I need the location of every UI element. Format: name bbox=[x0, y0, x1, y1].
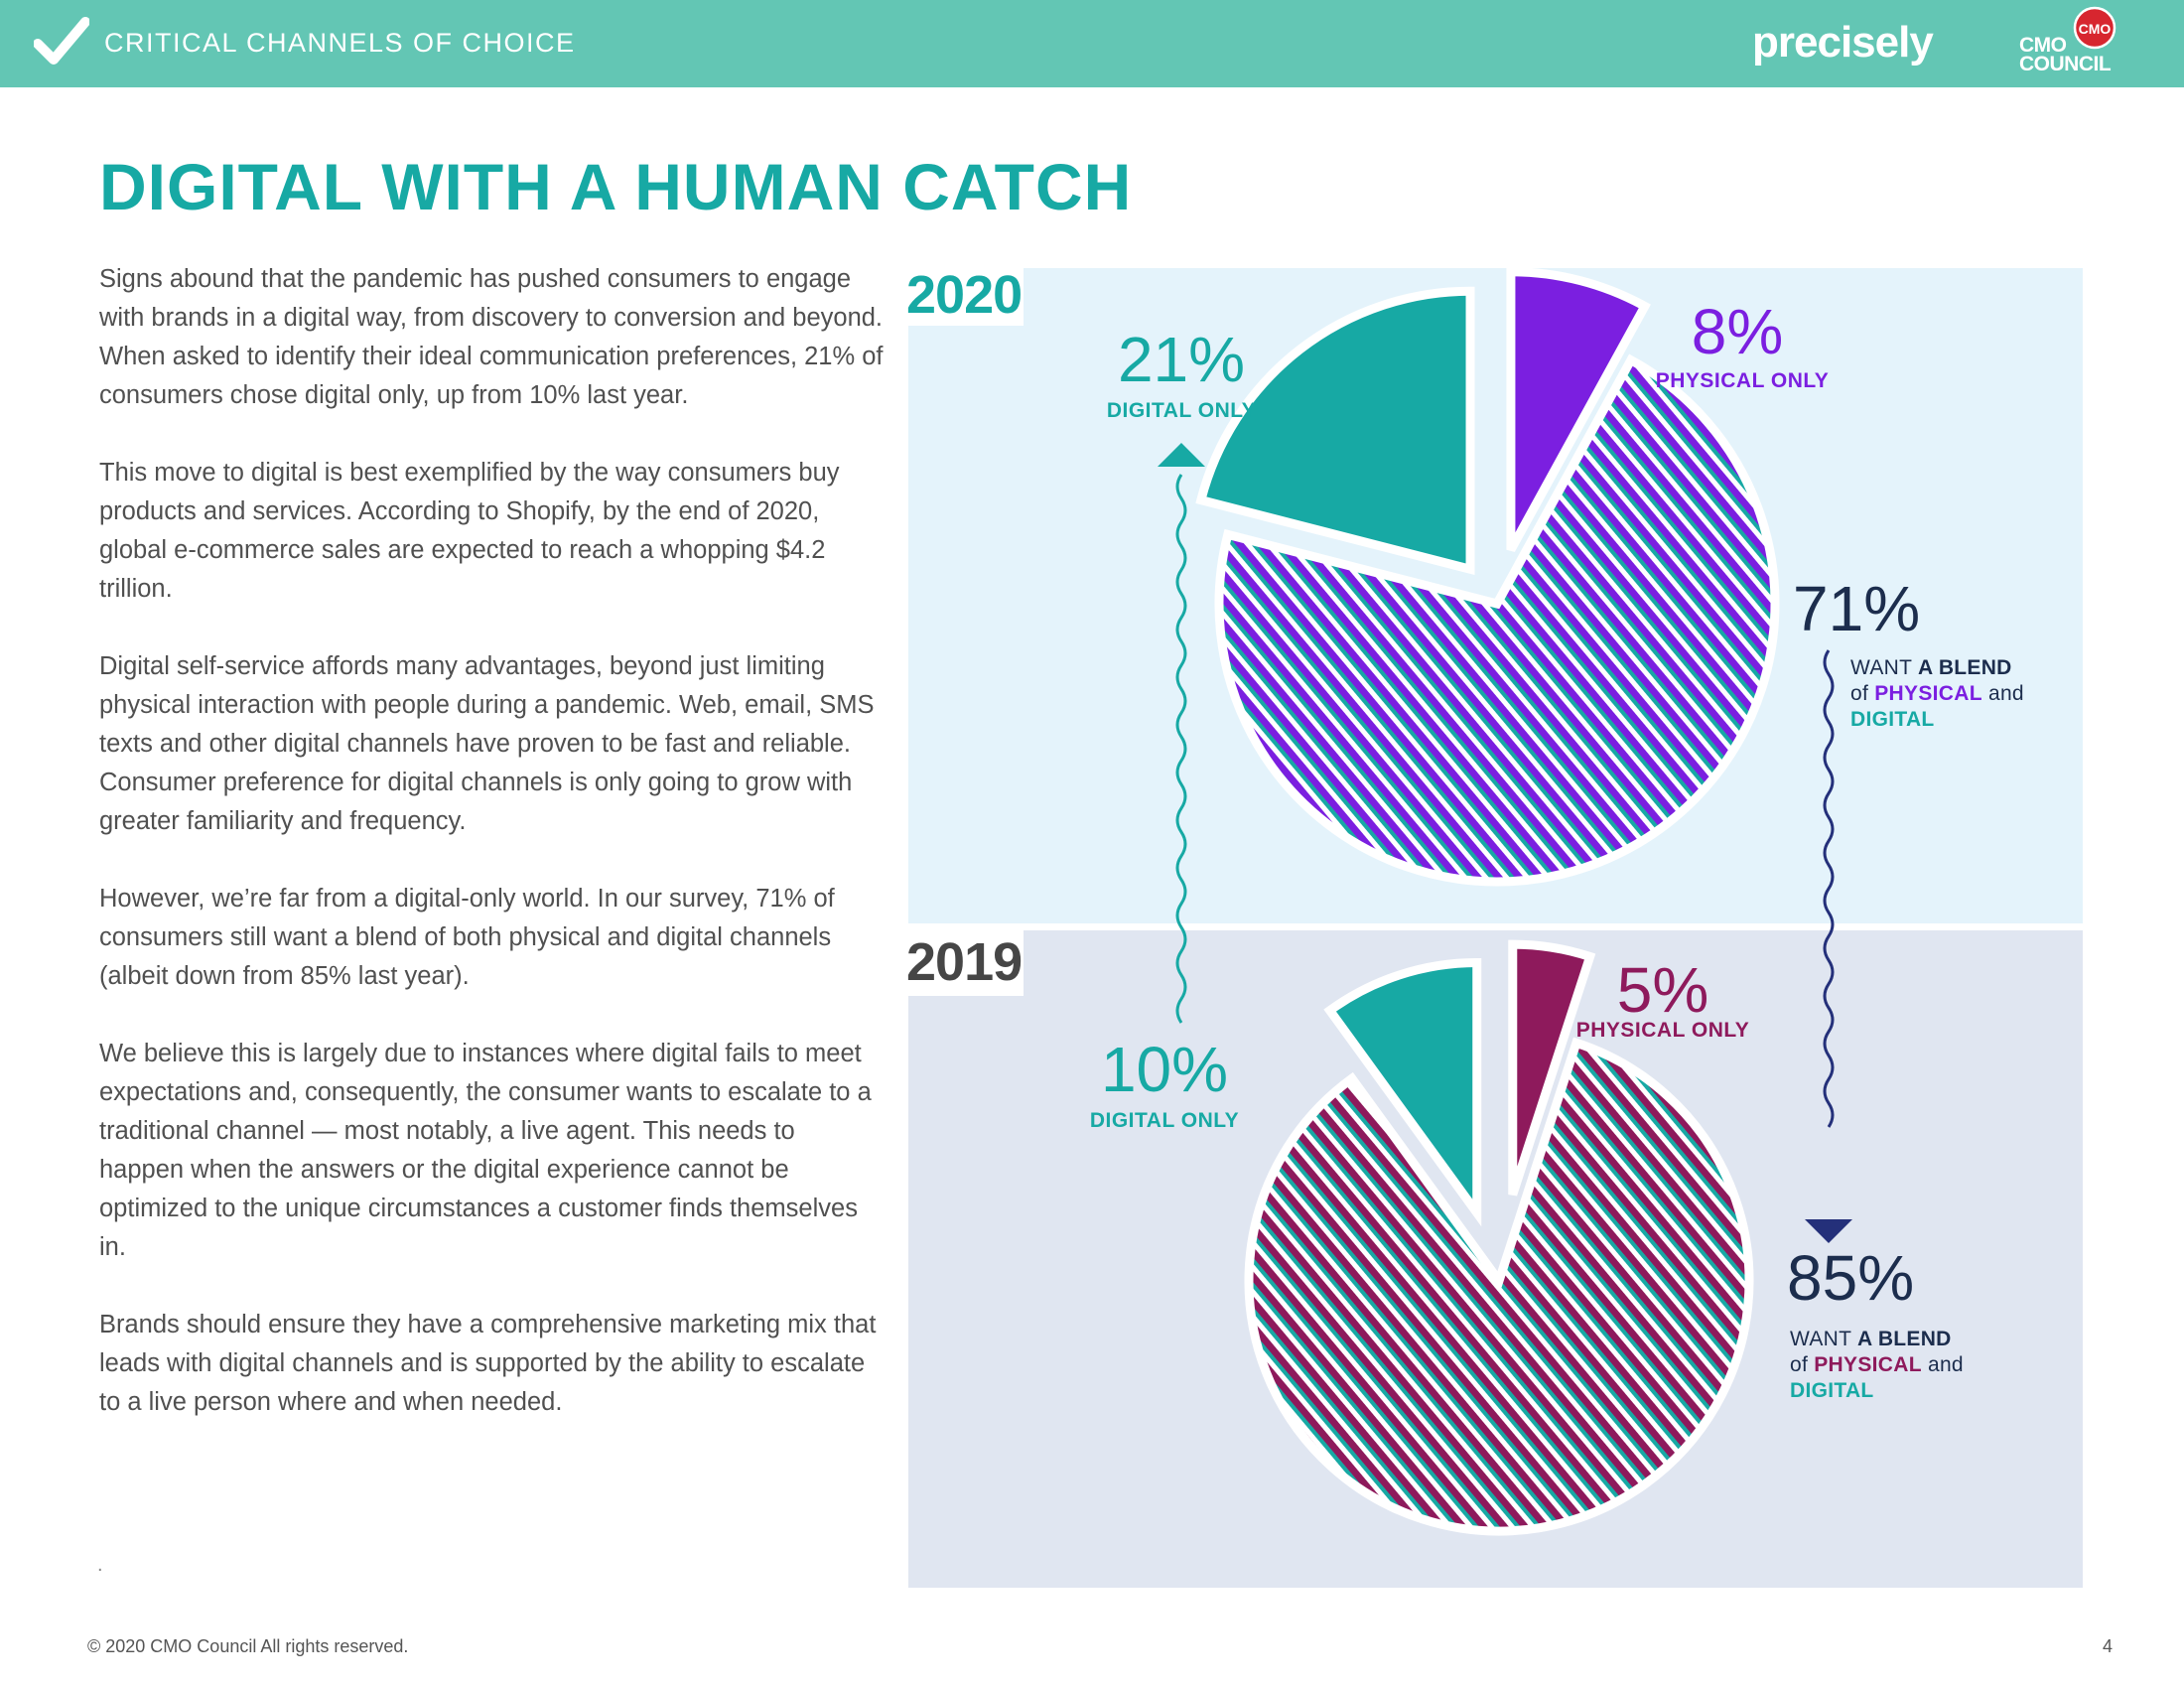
growth-arrow-line bbox=[1175, 474, 1187, 1024]
cmo-council-wordmark: CMO COUNCIL bbox=[2019, 34, 2112, 75]
body-paragraph: This move to digital is best exemplified… bbox=[99, 459, 840, 603]
footer-copyright: © 2020 CMO Council All rights reserved. bbox=[87, 1636, 409, 1656]
page-number: 4 bbox=[2103, 1636, 2114, 1656]
pct-2020-blend: 71% bbox=[1793, 573, 1921, 644]
checkmark-icon bbox=[34, 17, 89, 65]
page-title: DIGITAL WITH A HUMAN CATCH bbox=[99, 150, 1133, 223]
label-2019-digital-only: DIGITAL ONLY bbox=[1089, 1109, 1240, 1132]
label-2020-blend: WANT A BLEND of PHYSICAL and DIGITAL bbox=[1850, 655, 2079, 733]
cmo-seal-icon: CMO bbox=[2073, 6, 2116, 50]
pie-slice-physical-only bbox=[1506, 267, 1651, 552]
pct-2019-physical-only: 5% bbox=[1616, 954, 1709, 1026]
cmo-council-logo: CMO CMO COUNCIL bbox=[2011, 6, 2120, 81]
decline-arrow-line bbox=[1823, 649, 1835, 1128]
blend-caption-word: and bbox=[1921, 1353, 1964, 1376]
stray-mark: . bbox=[97, 1554, 103, 1576]
pie-chart-2020 bbox=[1195, 267, 1780, 887]
blend-caption-word: of bbox=[1850, 682, 1875, 705]
body-paragraph: Brands should ensure they have a compreh… bbox=[99, 1311, 877, 1416]
pie-slice-digital-only bbox=[1195, 286, 1475, 576]
label-2019-physical-only: PHYSICAL ONLY bbox=[1575, 1019, 1750, 1042]
blend-caption-word: DIGITAL bbox=[1790, 1379, 1874, 1402]
pie-slice-physical-only bbox=[1508, 939, 1596, 1196]
pie-slice-blend bbox=[1214, 353, 1780, 887]
pie-chart-2019 bbox=[1244, 939, 1754, 1536]
body-paragraph: Digital self-service affords many advant… bbox=[99, 652, 875, 835]
blend-caption-word: DIGITAL bbox=[1850, 708, 1935, 731]
blend-caption-word: WANT bbox=[1790, 1328, 1857, 1350]
pct-2020-digital-only: 21% bbox=[1117, 324, 1246, 395]
label-2019-blend: WANT A BLEND of PHYSICAL and DIGITAL bbox=[1790, 1327, 2018, 1404]
precisely-logo: precisely bbox=[1752, 18, 1934, 67]
body-copy: Signs abound that the pandemic has pushe… bbox=[99, 260, 884, 1461]
year-label-2019: 2019 bbox=[898, 930, 1024, 996]
body-paragraph: However, we’re far from a digital-only w… bbox=[99, 885, 835, 990]
pct-2020-physical-only: 8% bbox=[1691, 296, 1784, 367]
section-title: CRITICAL CHANNELS OF CHOICE bbox=[104, 28, 576, 58]
pie-slice-digital-only bbox=[1323, 958, 1482, 1227]
cmo-seal-text: CMO bbox=[2079, 21, 2112, 37]
blend-caption-word: PHYSICAL bbox=[1814, 1353, 1922, 1376]
blend-caption-word: and bbox=[1981, 682, 2024, 705]
blend-caption-word: A BLEND bbox=[1857, 1328, 1952, 1350]
pie-slice-blend bbox=[1244, 1037, 1754, 1536]
down-arrow-icon bbox=[1805, 1219, 1852, 1243]
label-2020-digital-only: DIGITAL ONLY bbox=[1106, 399, 1257, 422]
up-arrow-icon bbox=[1158, 443, 1205, 467]
body-paragraph: Signs abound that the pandemic has pushe… bbox=[99, 265, 884, 409]
blend-caption-word: PHYSICAL bbox=[1874, 682, 1982, 705]
pct-2019-blend: 85% bbox=[1787, 1242, 1915, 1314]
pct-2019-digital-only: 10% bbox=[1100, 1034, 1229, 1105]
blend-caption-word: A BLEND bbox=[1918, 656, 2012, 679]
header-bar: CRITICAL CHANNELS OF CHOICE precisely CM… bbox=[0, 0, 2184, 87]
body-paragraph: We believe this is largely due to instan… bbox=[99, 1040, 872, 1261]
label-2020-physical-only: PHYSICAL ONLY bbox=[1655, 369, 1830, 392]
blend-caption-word: WANT bbox=[1850, 656, 1918, 679]
year-label-2020: 2020 bbox=[898, 260, 1024, 326]
blend-caption-word: of bbox=[1790, 1353, 1815, 1376]
